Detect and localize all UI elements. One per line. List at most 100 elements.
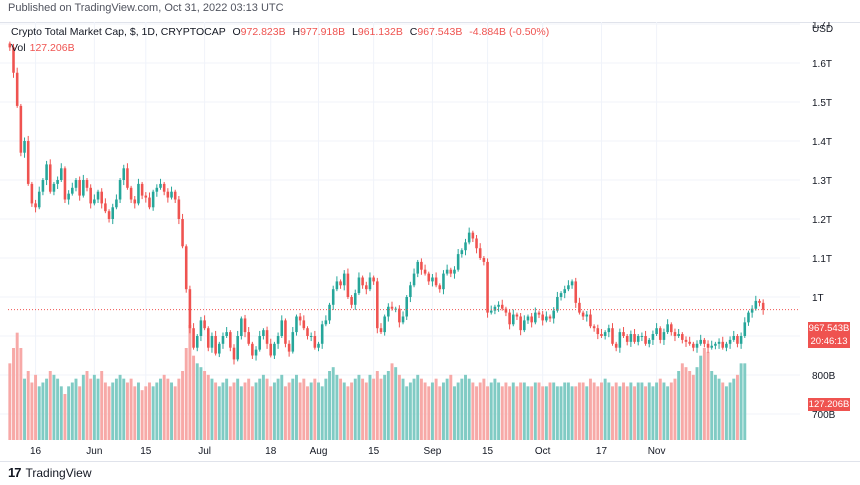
candle-body <box>574 281 578 303</box>
candle-body <box>508 312 511 325</box>
candle-body <box>552 310 555 319</box>
candle-body <box>173 191 177 200</box>
volume-bar <box>434 378 438 440</box>
candle-body <box>530 316 533 323</box>
volume-bar <box>144 386 148 440</box>
candle-body <box>184 246 188 290</box>
candle-body <box>596 328 600 335</box>
volume-bar <box>478 382 482 440</box>
volume-bar <box>265 378 269 440</box>
y-tick-label: 1.3T <box>812 176 832 187</box>
candle-body <box>74 180 78 188</box>
candle-body <box>456 254 460 270</box>
volume-bar <box>159 378 162 440</box>
candle-body <box>453 269 456 274</box>
candle-body <box>298 316 302 321</box>
candle-body <box>387 306 390 317</box>
volume-bar <box>688 371 692 440</box>
y-tick-label: 800B <box>812 371 836 382</box>
candle-body <box>122 168 126 180</box>
candle-body <box>240 318 243 336</box>
x-tick-label: Jun <box>86 446 102 457</box>
volume-bar <box>530 386 534 440</box>
candle-body <box>59 168 63 180</box>
volume-bar <box>640 382 644 440</box>
candle-body <box>262 330 265 336</box>
candle-body <box>166 191 170 198</box>
candle-body <box>41 180 45 192</box>
volume-bar <box>489 382 493 440</box>
candle-body <box>78 180 81 196</box>
candle-body <box>89 187 92 204</box>
candle-body <box>129 187 133 200</box>
candle-body <box>710 345 714 348</box>
volume-bar <box>633 386 637 440</box>
candle-body <box>611 328 614 344</box>
volume-bar <box>298 382 302 440</box>
change-value: -4.884B (-0.50%) <box>469 26 550 38</box>
candle-body <box>644 336 647 344</box>
volume-bar <box>511 382 515 440</box>
volume-bar <box>353 378 357 440</box>
volume-bar <box>166 378 170 440</box>
volume-bar <box>317 382 320 440</box>
volume-bar <box>342 382 346 440</box>
candle-body <box>284 320 287 344</box>
volume-bar <box>364 382 368 440</box>
volume-bar <box>148 382 151 440</box>
volume-bar <box>125 382 129 440</box>
volume-bar <box>438 386 442 440</box>
volume-bar <box>581 382 585 440</box>
candle-body <box>126 168 129 188</box>
candle-body <box>559 293 563 297</box>
candle-body <box>670 324 673 333</box>
volume-bar <box>383 374 387 440</box>
candle-body <box>177 199 181 219</box>
volume-bar <box>89 378 93 440</box>
volume-bar <box>258 378 262 440</box>
candle-body <box>677 334 680 336</box>
candle-body <box>504 308 508 313</box>
volume-bar <box>52 374 56 440</box>
volume-bar <box>254 382 258 440</box>
volume-bar <box>45 378 49 440</box>
volume-bar <box>70 382 74 440</box>
volume-bar <box>324 378 328 440</box>
volume-bar <box>155 382 159 440</box>
candle-body <box>353 293 357 305</box>
candle-body <box>548 316 552 319</box>
candle-body <box>614 343 618 348</box>
volume-bar <box>287 382 291 440</box>
volume-bar <box>151 386 155 440</box>
candle-body <box>309 336 313 337</box>
volume-bar <box>309 382 313 440</box>
y-tick-label: 1.7T <box>812 22 832 31</box>
volume-bar <box>460 378 464 440</box>
candlestick-chart[interactable]: 1.7T1.6T1.5T1.4T1.3T1.2T1.1T1T900B800B70… <box>0 22 860 460</box>
volume-bar <box>666 386 670 440</box>
currency-label: USD <box>812 24 833 35</box>
candle-body <box>688 341 691 344</box>
candle-body <box>658 328 662 340</box>
candle-body <box>85 180 89 188</box>
candle-body <box>717 341 721 344</box>
volume-bar <box>283 386 287 440</box>
candle-body <box>155 187 159 192</box>
candle-body <box>52 183 56 192</box>
candle-body <box>313 336 317 348</box>
close-value: 967.543B <box>417 26 463 38</box>
volume-bar <box>59 386 63 440</box>
volume-bar <box>662 382 666 440</box>
candle-body <box>243 318 247 333</box>
volume-bar <box>210 378 214 440</box>
candle-body <box>8 43 12 48</box>
candle-body <box>93 199 96 204</box>
volume-bar <box>8 363 12 440</box>
volume-bar <box>232 382 236 440</box>
volume-bar <box>577 382 581 440</box>
candle-body <box>23 141 26 153</box>
volume-bar <box>188 325 192 440</box>
volume-bar <box>618 386 622 440</box>
volume-bar <box>206 374 210 440</box>
y-tick-label: 700B <box>812 410 836 421</box>
